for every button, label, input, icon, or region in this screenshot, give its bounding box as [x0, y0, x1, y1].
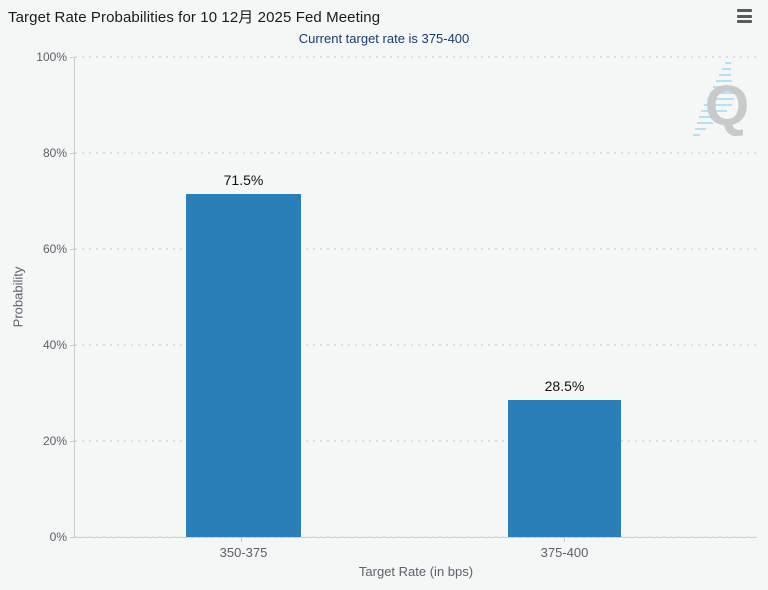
gridline: [75, 56, 757, 58]
y-axis-tick-label: 20%: [42, 434, 67, 448]
y-axis-tick-label: 0%: [49, 530, 67, 544]
y-axis-title: Probability: [10, 266, 26, 328]
bar-350-375[interactable]: [186, 193, 301, 537]
chart-title: Target Rate Probabilities for 10 12月 202…: [8, 9, 381, 26]
y-tick-mark: [70, 441, 75, 442]
bar-375-400[interactable]: [508, 400, 621, 537]
y-tick-mark: [70, 345, 75, 346]
y-tick-mark: [70, 57, 75, 58]
y-axis-tick-label: 40%: [42, 338, 67, 352]
y-tick-mark: [70, 249, 75, 250]
x-tick-mark: [241, 537, 242, 542]
menu-bar: [737, 9, 752, 12]
gridline: [75, 152, 757, 154]
gridline: [75, 440, 757, 442]
menu-bar: [737, 14, 752, 18]
x-axis-tick-label: 375-400: [540, 545, 589, 560]
x-axis-title: Target Rate (in bps): [358, 564, 474, 579]
plot-area: 100% 80% 60% 40% 20% 0% Probability 71.5…: [11, 50, 757, 579]
bar-value-label: 28.5%: [544, 378, 585, 395]
y-tick-mark: [70, 153, 75, 154]
y-tick-mark: [70, 537, 75, 538]
y-axis-tick-label: 60%: [42, 242, 67, 256]
chart-subtitle: Current target rate is 375-400: [298, 31, 470, 46]
bar-value-label: 71.5%: [223, 171, 264, 188]
y-axis-tick-label: 80%: [42, 146, 67, 160]
menu-bar: [737, 20, 752, 23]
gridline: [75, 344, 757, 346]
x-axis-tick-label: 350-375: [219, 545, 268, 560]
gridline: [75, 536, 757, 538]
gridline: [75, 248, 757, 250]
x-tick-mark: [564, 537, 565, 542]
y-axis-tick-label: 100%: [36, 50, 67, 64]
hamburger-menu-icon[interactable]: [736, 8, 753, 24]
